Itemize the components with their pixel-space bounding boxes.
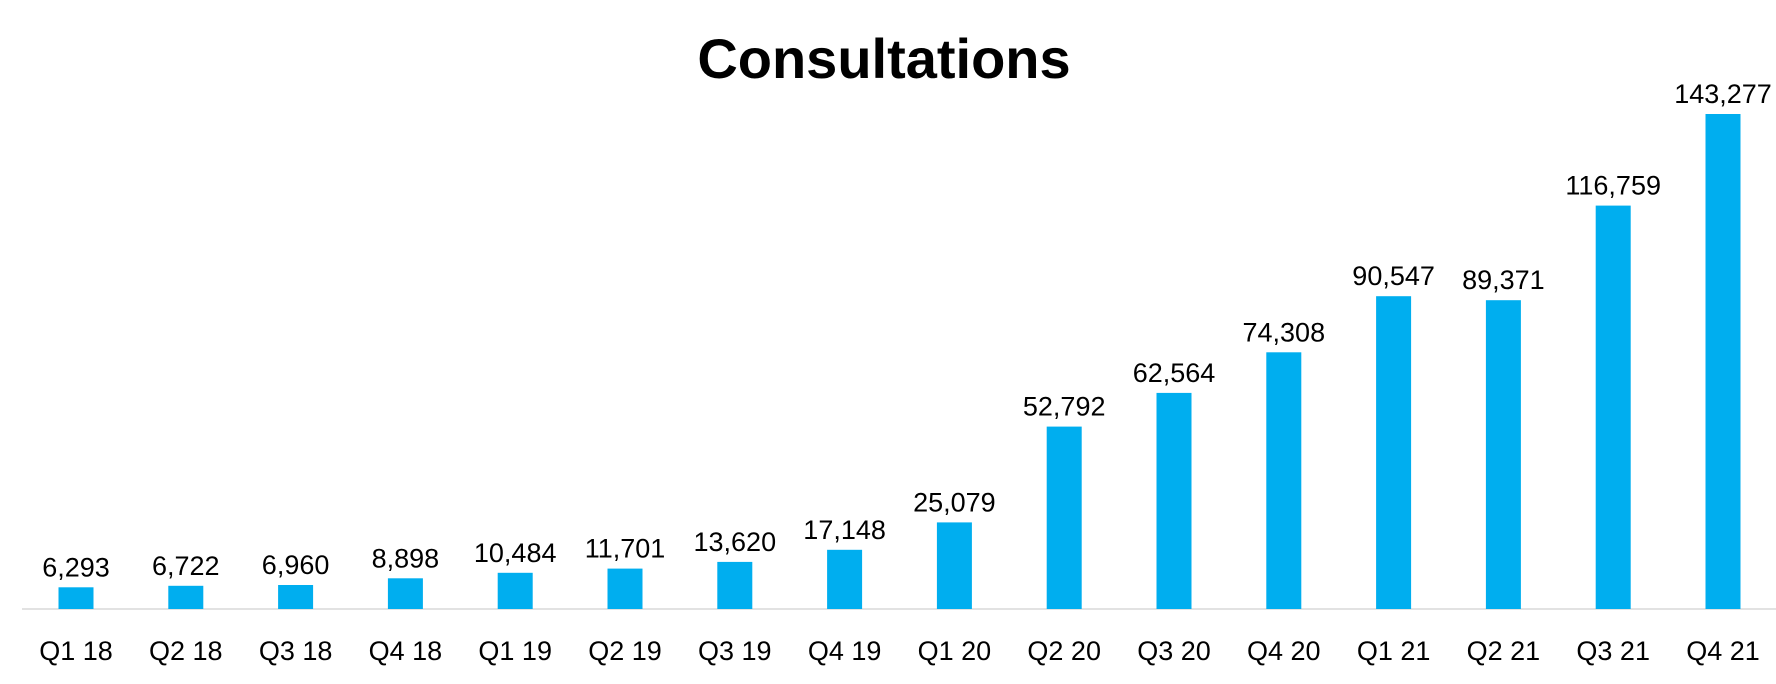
data-label-3: 8,898: [372, 543, 440, 573]
bar-12: [1376, 296, 1412, 609]
bars-group: [58, 114, 1741, 609]
x-tick-label-9: Q2 20: [1027, 636, 1101, 666]
bar-15: [1705, 114, 1741, 609]
x-tick-label-4: Q1 19: [478, 636, 552, 666]
data-label-8: 25,079: [913, 487, 996, 517]
data-label-15: 143,277: [1674, 79, 1772, 109]
x-tick-labels-group: Q1 18 Q2 18 Q3 18 Q4 18 Q1 19 Q2 19 Q3 19 Q4 19…: [39, 636, 1760, 666]
x-tick-label-6: Q3 19: [698, 636, 772, 666]
data-label-2: 6,960: [262, 550, 330, 580]
x-tick-label-0: Q1 18: [39, 636, 113, 666]
x-tick-label-12: Q1 21: [1357, 636, 1431, 666]
data-label-6: 13,620: [694, 527, 777, 557]
data-labels-group: 6,293 6,722 6,960 8,898 10,484 11,701 13,620 17…: [42, 79, 1772, 582]
x-tick-label-8: Q1 20: [918, 636, 992, 666]
x-tick-label-14: Q3 21: [1576, 636, 1650, 666]
data-label-0: 6,293: [42, 552, 110, 582]
bar-2: [278, 585, 314, 609]
bar-0: [58, 587, 94, 609]
data-label-10: 62,564: [1133, 358, 1216, 388]
data-label-1: 6,722: [152, 551, 220, 581]
bar-3: [387, 578, 423, 609]
x-tick-label-7: Q4 19: [808, 636, 882, 666]
bar-8: [936, 522, 972, 609]
chart-title: Consultations: [697, 27, 1070, 90]
bar-7: [827, 549, 863, 609]
data-label-9: 52,792: [1023, 392, 1106, 422]
bar-14: [1595, 205, 1631, 609]
data-label-12: 90,547: [1352, 261, 1435, 291]
bar-5: [607, 568, 643, 609]
x-tick-label-3: Q4 18: [369, 636, 443, 666]
data-label-14: 116,759: [1565, 171, 1661, 201]
data-label-5: 11,701: [585, 534, 666, 564]
bar-13: [1485, 300, 1521, 609]
x-tick-label-13: Q2 21: [1467, 636, 1541, 666]
bar-11: [1266, 352, 1302, 609]
data-label-4: 10,484: [474, 538, 557, 568]
bar-10: [1156, 392, 1192, 609]
x-tick-label-5: Q2 19: [588, 636, 662, 666]
data-label-13: 89,371: [1462, 265, 1545, 295]
x-tick-label-2: Q3 18: [259, 636, 333, 666]
bar-4: [497, 572, 533, 609]
data-label-7: 17,148: [803, 515, 886, 545]
x-tick-label-15: Q4 21: [1686, 636, 1760, 666]
x-tick-label-10: Q3 20: [1137, 636, 1211, 666]
x-tick-label-1: Q2 18: [149, 636, 223, 666]
bar-6: [717, 561, 753, 609]
data-label-11: 74,308: [1243, 317, 1326, 347]
x-tick-label-11: Q4 20: [1247, 636, 1321, 666]
bar-9: [1046, 426, 1082, 609]
bar-1: [168, 585, 204, 609]
